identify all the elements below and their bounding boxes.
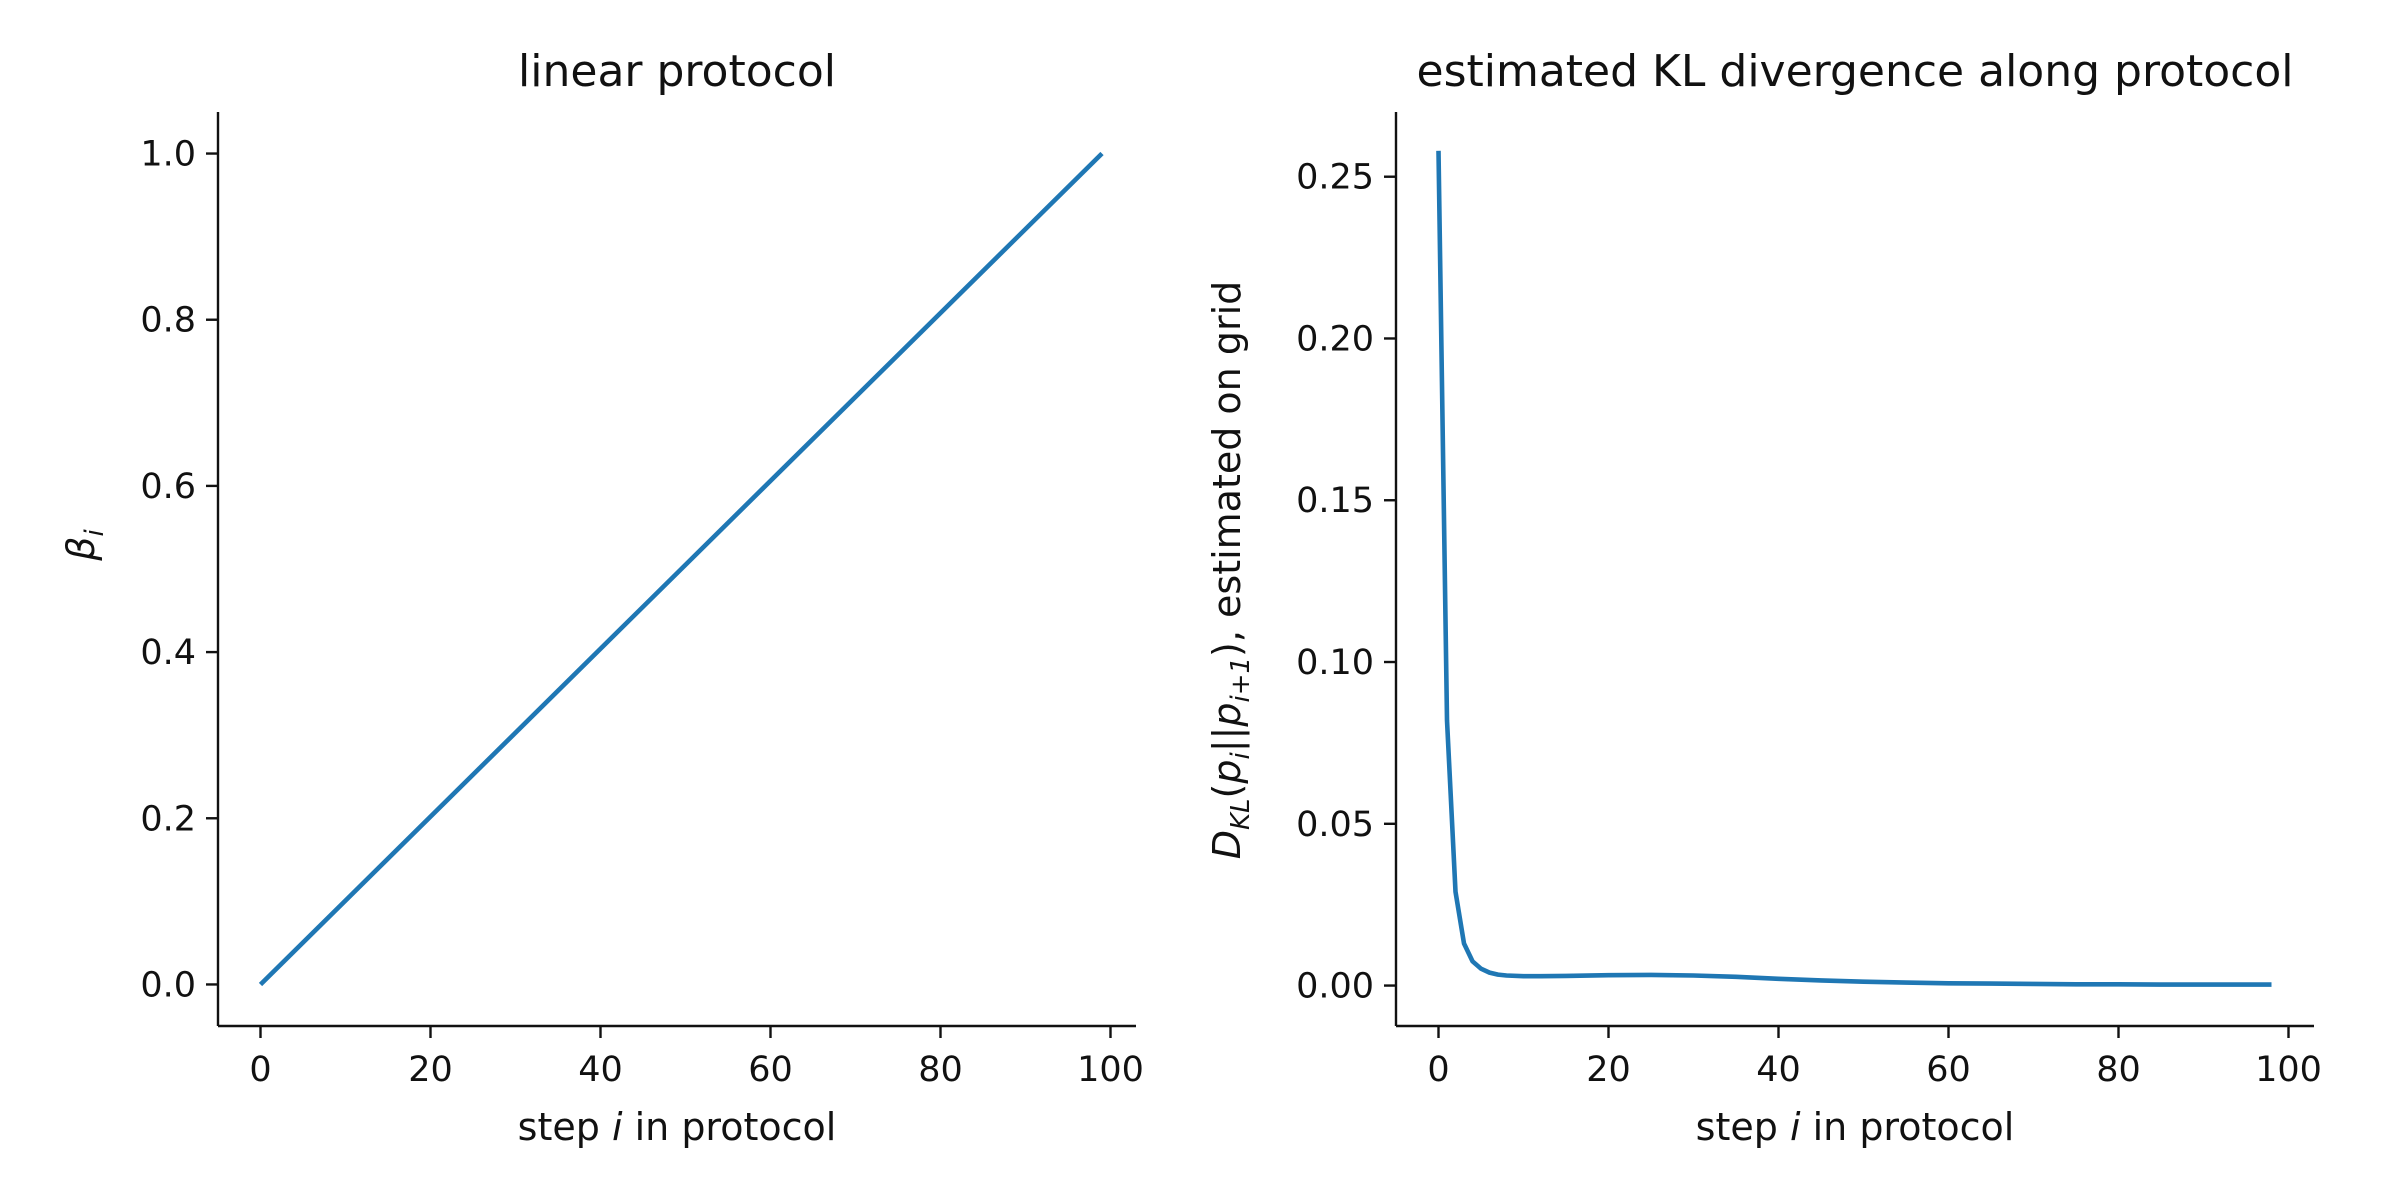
y-tick-label: 1.0 bbox=[140, 135, 196, 175]
x-axis-label-pre: step bbox=[1696, 1105, 1790, 1149]
y-axis-label-part: i bbox=[1226, 752, 1256, 760]
plot-area: 0 20 40 60 80 100 0.00 0.05 0.10 0.15 0.20 0.25 bbox=[1296, 112, 2322, 1090]
x-tick-label: 80 bbox=[918, 1050, 963, 1090]
x-tick-label: 0 bbox=[1427, 1050, 1449, 1090]
y-tick-label: 0.4 bbox=[140, 633, 196, 673]
y-tick-label: 0.05 bbox=[1296, 805, 1374, 845]
y-axis-label-part: p bbox=[1205, 703, 1249, 728]
y-tick-label: 0.00 bbox=[1296, 967, 1374, 1007]
y-tick-label: 0.25 bbox=[1296, 158, 1374, 198]
x-axis-label: step i in protocol bbox=[1696, 1105, 2015, 1149]
x-axis-label-post: in protocol bbox=[623, 1105, 837, 1149]
x-axis-label: step i in protocol bbox=[518, 1105, 837, 1149]
x-tick-label: 20 bbox=[1586, 1050, 1631, 1090]
x-axis-label-pre: step bbox=[518, 1105, 612, 1149]
y-tick-label: 0.10 bbox=[1296, 643, 1374, 683]
x-tick-label: 100 bbox=[2255, 1050, 2322, 1090]
x-axis-label-var: i bbox=[612, 1105, 623, 1149]
chart-title: linear protocol bbox=[518, 46, 836, 97]
y-axis-label-part: p bbox=[1205, 760, 1249, 785]
x-tick-label: 80 bbox=[2096, 1050, 2141, 1090]
chart-title: estimated KL divergence along protocol bbox=[1417, 46, 2294, 97]
y-axis-label-part: ( bbox=[1205, 784, 1249, 799]
linear-protocol-panel: linear protocol 0 20 40 60 80 100 0.0 0.2 0.4 0.6… bbox=[59, 46, 1144, 1149]
x-tick-label: 40 bbox=[578, 1050, 623, 1090]
y-axis-label: DKL(pi||pi+1), estimated on grid bbox=[1205, 281, 1256, 860]
y-axis-label-sub: i bbox=[80, 528, 110, 536]
y-axis-label-part: D bbox=[1205, 830, 1249, 859]
y-tick-label: 0.6 bbox=[140, 467, 196, 507]
y-tick-label: 0.0 bbox=[140, 965, 196, 1005]
series-line bbox=[258, 151, 1104, 987]
series-line bbox=[1436, 150, 2272, 987]
x-tick-label: 0 bbox=[249, 1050, 271, 1090]
kl-divergence-panel: estimated KL divergence along protocol 0… bbox=[1205, 46, 2322, 1149]
y-tick-label: 0.20 bbox=[1296, 319, 1374, 359]
y-tick-label: 0.8 bbox=[140, 301, 196, 341]
y-tick-label: 0.2 bbox=[140, 799, 196, 839]
x-tick-label: 40 bbox=[1756, 1050, 1801, 1090]
y-axis-label-base: β bbox=[59, 536, 103, 561]
y-axis-label-part: KL bbox=[1226, 798, 1256, 830]
x-axis-label-post: in protocol bbox=[1801, 1105, 2015, 1149]
plot-area: 0 20 40 60 80 100 0.0 0.2 0.4 0.6 0.8 1.0 bbox=[140, 112, 1144, 1090]
y-tick-label: 0.15 bbox=[1296, 481, 1374, 521]
x-tick-label: 100 bbox=[1077, 1050, 1144, 1090]
x-tick-label: 60 bbox=[1926, 1050, 1971, 1090]
y-axis-label-part: ), estimated on grid bbox=[1205, 281, 1249, 657]
x-tick-label: 60 bbox=[748, 1050, 793, 1090]
y-axis-label: βi bbox=[59, 528, 110, 561]
y-axis-label-part: || bbox=[1205, 727, 1250, 753]
y-axis-label-part: i+1 bbox=[1226, 657, 1256, 703]
x-tick-label: 20 bbox=[408, 1050, 453, 1090]
x-axis-label-var: i bbox=[1790, 1105, 1801, 1149]
